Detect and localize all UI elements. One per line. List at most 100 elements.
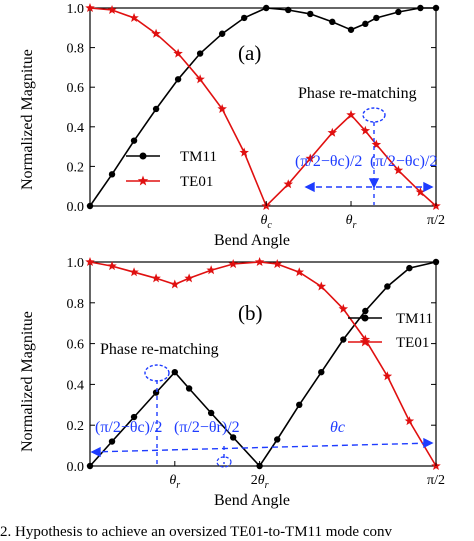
point-tm11-a-4 [174, 76, 182, 83]
point-te01-b-10 [294, 267, 305, 277]
y-tick-label-b-3: 0.6 [67, 338, 85, 353]
point-te01-b-6 [206, 265, 216, 275]
span-label-right-a: (π/2−θc)/2 [370, 153, 437, 170]
point-te01-b-12 [338, 303, 349, 313]
point-te01-a-6 [217, 103, 227, 114]
y-tick-label-a-2: 0.4 [67, 121, 85, 136]
point-tm11-b-5 [185, 385, 193, 392]
point-tm11-a-1 [108, 171, 116, 178]
point-te01-a-12 [346, 109, 356, 119]
point-tm11-b-11 [318, 368, 325, 376]
legend-label-tm11-b: TM11 [396, 311, 433, 327]
x-axis-b: θr 2θr π/2 [169, 461, 445, 491]
point-te01-a-4 [173, 48, 183, 58]
legend-item-tm11-a: TM11 [126, 149, 217, 165]
point-te01-a-5 [195, 74, 205, 84]
legend-item-te01-a: TE01 [126, 174, 213, 190]
point-tm11-b-3 [152, 389, 160, 396]
point-tm11-a-2 [130, 137, 138, 144]
point-te01-b-0 [85, 257, 95, 267]
series-line-te01-a [89, 7, 437, 208]
point-tm11-b-10 [296, 401, 303, 408]
legend-label-tm11-a: TM11 [180, 149, 217, 165]
point-tm11-a-8 [263, 4, 270, 12]
legend-item-te01-b: TE01 [348, 335, 429, 351]
point-tm11-b-9 [274, 436, 281, 443]
span-label-right-b: θc [330, 419, 345, 436]
y-tick-label-b-4: 0.8 [67, 297, 85, 312]
point-te01-b-4 [170, 279, 180, 289]
point-tm11-b-0 [86, 462, 94, 470]
plot-frame-a [89, 7, 437, 207]
figure-caption: 2. Hypothesis to achieve an oversized TE… [0, 524, 392, 540]
annotation-phase-rematching-b: Phase re-matching [100, 341, 219, 358]
point-tm11-a-7 [240, 14, 248, 22]
point-te01-b-3 [151, 273, 161, 283]
point-tm11-b-13 [362, 307, 369, 315]
point-te01-a-10 [305, 153, 316, 163]
point-tm11-a-13 [362, 20, 369, 28]
point-tm11-b-4 [171, 368, 179, 376]
point-tm11-a-15 [395, 8, 402, 16]
point-te01-b-5 [184, 273, 194, 283]
annotation-phase-rematching-a: Phase re-matching [298, 85, 417, 102]
y-tick-label-a-1: 0.2 [67, 160, 85, 175]
point-tm11-a-14 [373, 14, 380, 22]
point-tm11-b-2 [130, 413, 138, 421]
point-te01-a-9 [283, 179, 293, 189]
point-te01-a-15 [393, 165, 404, 175]
point-tm11-a-5 [196, 50, 204, 57]
x-tick-label-b-2: π/2 [427, 473, 445, 488]
y-tick-label-b-5: 1.0 [67, 256, 85, 271]
y-axis-b: 0.0 0.2 0.4 0.6 0.8 1.0 [67, 256, 436, 475]
y-tick-label-a-3: 0.6 [67, 81, 85, 96]
point-tm11-a-0 [86, 202, 94, 210]
x-tick-label-a-1: θr [346, 213, 357, 231]
x-axis-label-a: Bend Angle [214, 232, 290, 249]
x-axis-label-b: Bend Angle [214, 492, 290, 509]
point-te01-a-7 [239, 147, 249, 157]
x-tick-label-a-2: π/2 [427, 213, 445, 228]
series-layer-a [85, 3, 441, 211]
panel-label-b: (b) [238, 301, 263, 325]
point-te01-b-7 [228, 259, 238, 269]
x-axis-a: θc θr π/2 [261, 201, 445, 231]
chart-panel-b: 0.0 0.2 0.4 0.6 0.8 1.0 (b) Phase re-matching… [19, 256, 445, 509]
point-tm11-b-7 [229, 434, 237, 441]
x-tick-label-b-1: 2θr [251, 473, 269, 491]
legend-a: TM11 TE01 [126, 149, 217, 190]
y-axis-label-b: Normalized Magnitue [19, 311, 36, 452]
point-tm11-a-6 [218, 30, 226, 37]
y-tick-label-b-1: 0.2 [67, 419, 85, 434]
point-te01-b-11 [316, 281, 327, 291]
point-tm11-a-16 [417, 4, 424, 12]
point-te01-b-15 [404, 416, 415, 426]
span-label-mid-b: (π/2−θr)/2 [174, 419, 240, 436]
chart-panel-a: 0.0 0.2 0.4 0.6 0.8 1.0 (a) Phase re-matching… [19, 2, 445, 249]
point-te01-a-3 [151, 28, 161, 38]
legend-item-tm11-b: TM11 [348, 311, 433, 327]
point-te01-a-1 [107, 4, 117, 15]
panel-label-a: (a) [238, 41, 261, 65]
point-tm11-a-9 [285, 6, 292, 14]
span-arrow-b [90, 380, 434, 464]
point-tm11-b-6 [207, 409, 215, 417]
y-axis-label-a: Normalized Magnitue [19, 49, 36, 190]
point-te01-a-2 [129, 12, 139, 22]
point-tm11-b-15 [406, 264, 413, 272]
legend-star-b [359, 336, 371, 347]
y-axis-a: 0.0 0.2 0.4 0.6 0.8 1.0 [67, 2, 436, 215]
x-tick-label-b-0: θr [169, 473, 180, 491]
point-tm11-a-17 [432, 4, 440, 12]
span-label-left-a: (π/2−θc)/2 [295, 153, 362, 170]
point-te01-b-14 [382, 371, 393, 381]
point-te01-a-14 [371, 139, 382, 149]
rematch-circle-b [144, 364, 170, 382]
y-tick-label-a-4: 0.8 [67, 42, 85, 57]
point-tm11-b-1 [108, 438, 116, 445]
point-tm11-a-11 [329, 18, 336, 26]
point-te01-b-2 [129, 267, 139, 277]
point-tm11-a-10 [307, 10, 314, 18]
point-tm11-a-3 [152, 105, 160, 113]
